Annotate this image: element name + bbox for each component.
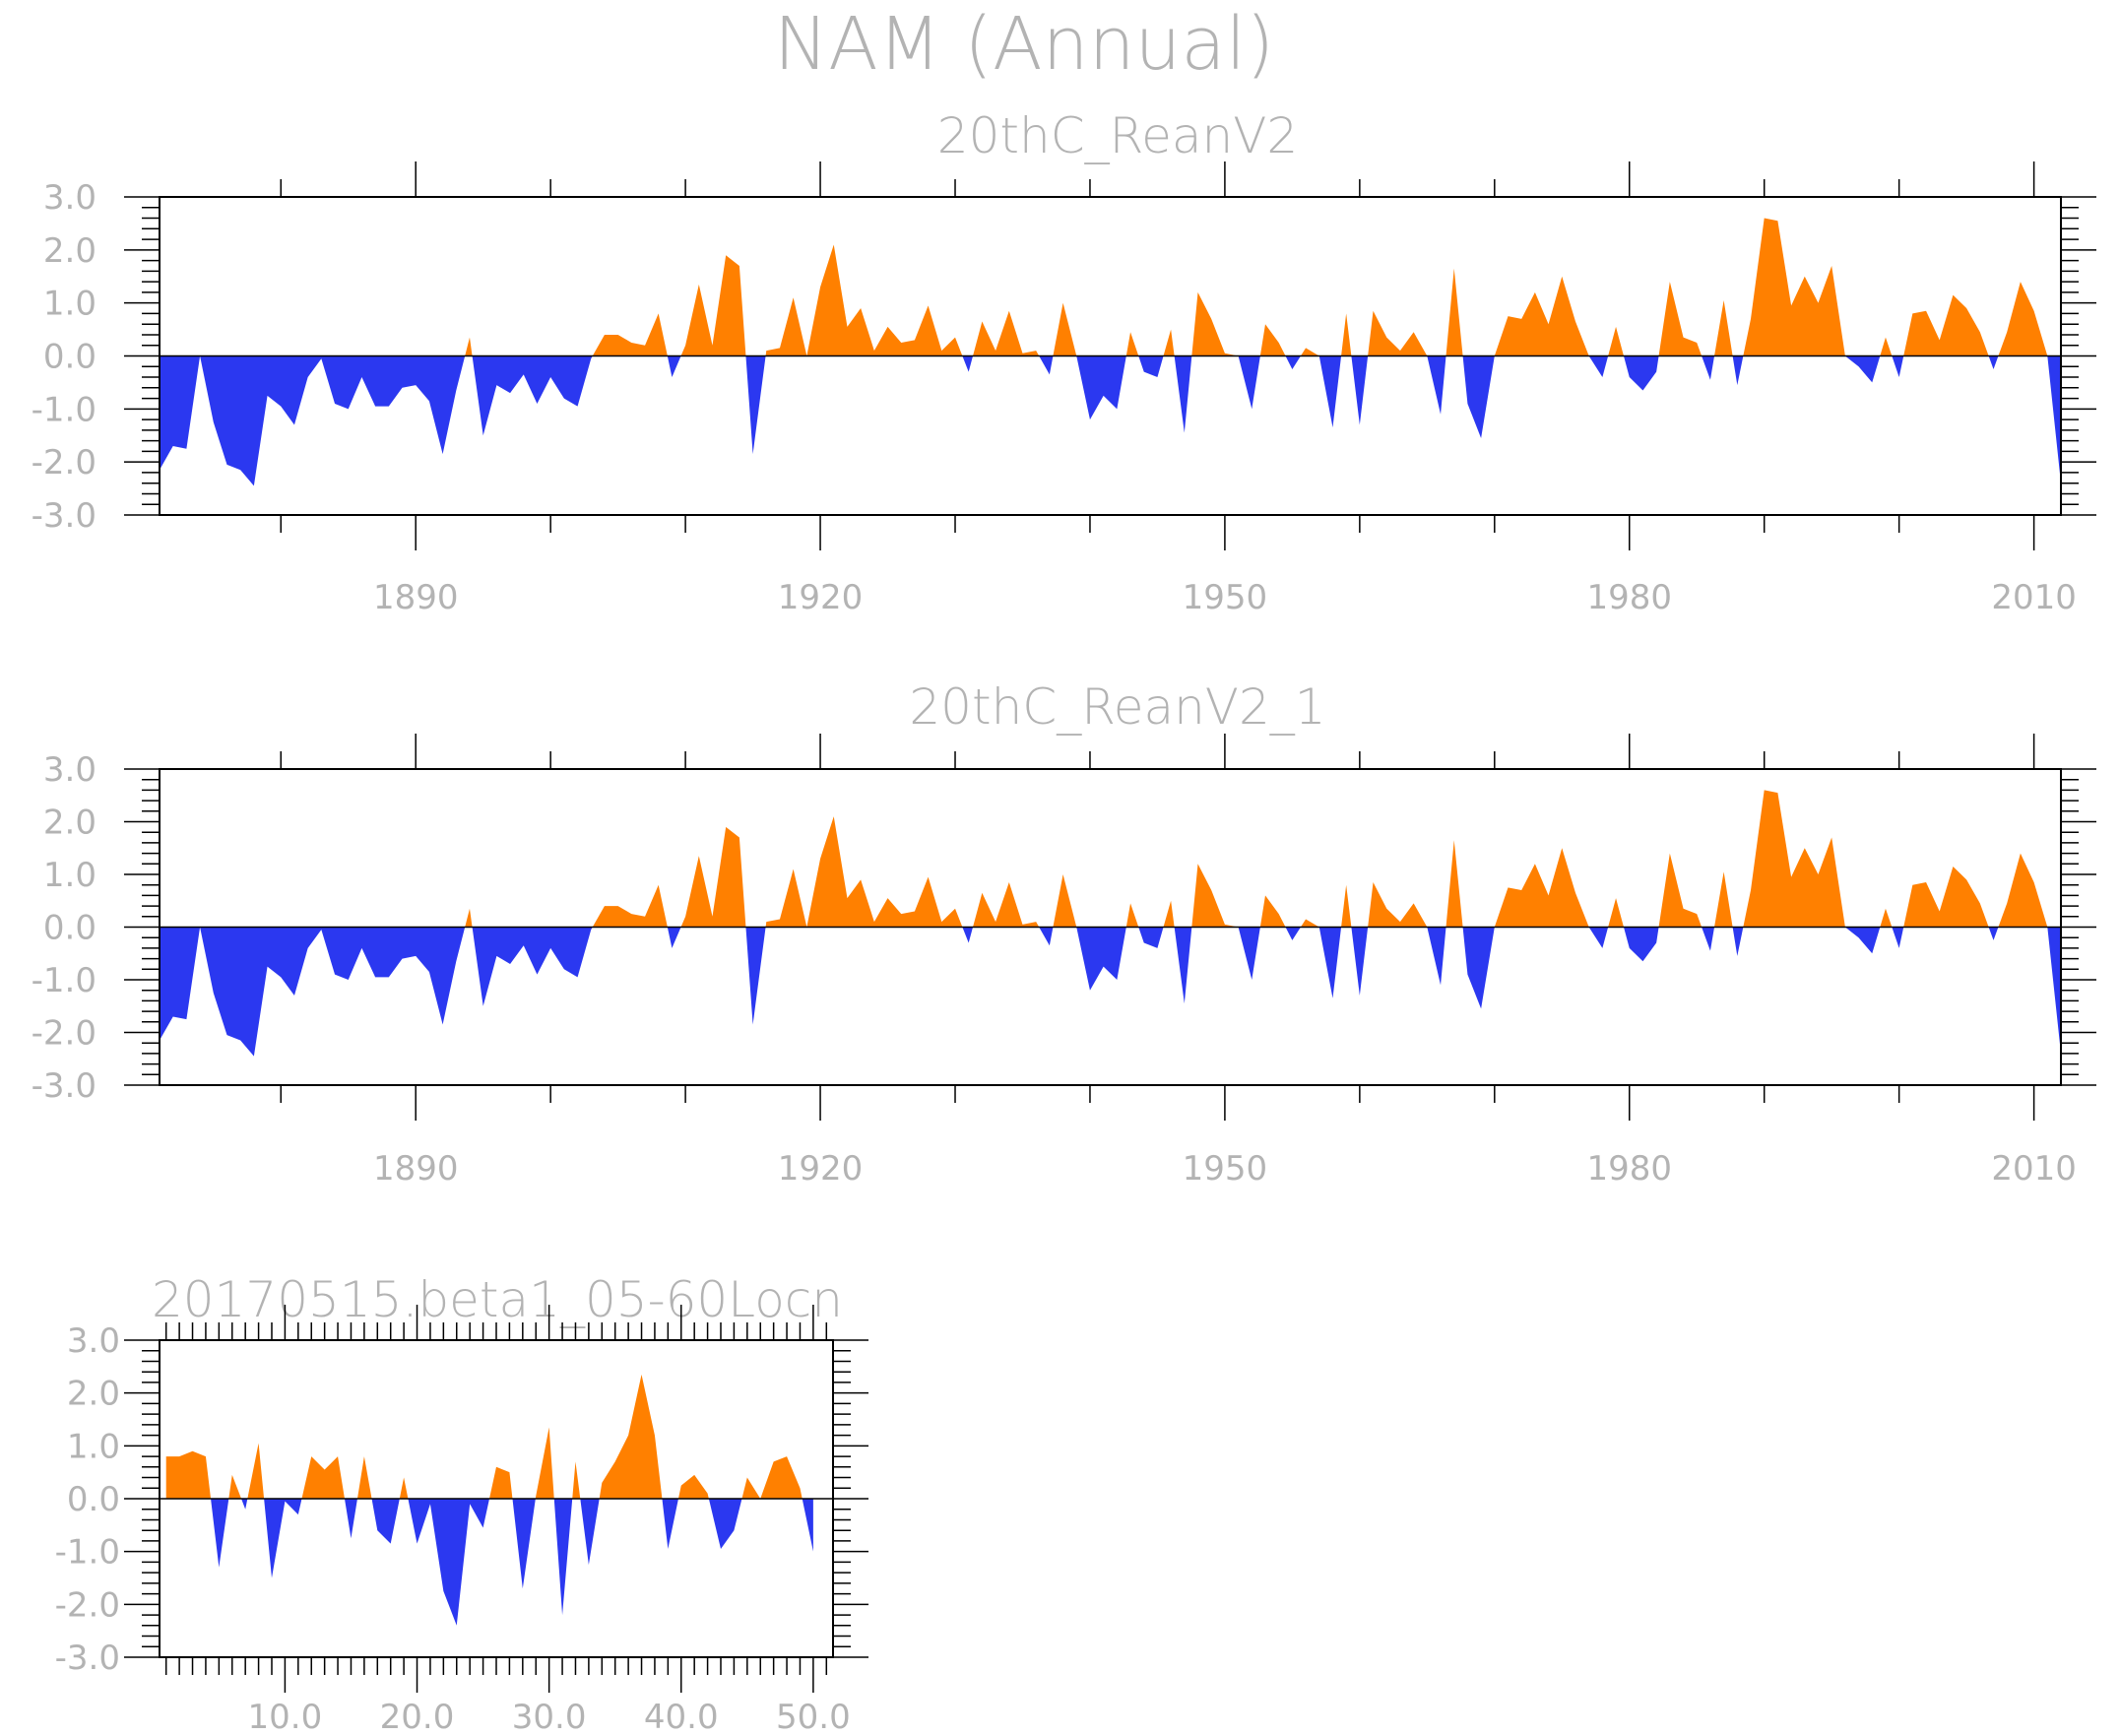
series-area-positive [160, 790, 2061, 928]
x-tick-label: 2010 [1991, 1149, 2077, 1189]
series-area-negative [160, 355, 2061, 486]
x-tick-label: 1890 [373, 1149, 459, 1189]
x-tick-label: 1920 [778, 578, 864, 617]
x-tick-label: 50.0 [776, 1698, 851, 1736]
panel-title: 20170515.beta1_05-60Locn [152, 1271, 843, 1328]
x-tick-label: 1920 [778, 1149, 864, 1189]
y-tick-label: 2.0 [43, 231, 96, 271]
panel-title: 20thC_ReanV2 [937, 107, 1298, 164]
y-tick-label: -3.0 [55, 1639, 120, 1678]
x-tick-label: 1980 [1586, 1149, 1672, 1189]
x-tick-label: 30.0 [512, 1698, 587, 1736]
y-tick-label: 0.0 [67, 1480, 120, 1519]
y-tick-label: -1.0 [55, 1533, 120, 1573]
y-tick-label: 3.0 [43, 750, 96, 790]
y-tick-label: 2.0 [43, 804, 96, 843]
y-tick-label: 0.0 [43, 909, 96, 948]
y-tick-label: 3.0 [43, 178, 96, 218]
y-tick-label: -2.0 [32, 1014, 96, 1054]
series-area-positive [160, 218, 2061, 356]
x-tick-label: 1950 [1183, 578, 1268, 617]
y-tick-label: 1.0 [43, 285, 96, 324]
x-tick-label: 2010 [1991, 578, 2077, 617]
y-tick-label: -1.0 [32, 390, 96, 429]
figure-title: NAM (Annual) [774, 2, 1274, 87]
y-tick-label: -1.0 [32, 961, 96, 1000]
series-area-negative [165, 1499, 813, 1626]
series-area-positive [165, 1374, 813, 1499]
y-tick-label: -3.0 [32, 496, 96, 536]
series-area-negative [160, 927, 2061, 1057]
plot-area: 3.0 2.0 1.0 0.0 -1.0 -2.0 -3.0 1890 1920 1950 1980… [32, 734, 2096, 1189]
x-tick-label: 20.0 [380, 1698, 455, 1736]
panel-title: 20thC_ReanV2_1 [909, 678, 1325, 736]
y-tick-label: 2.0 [67, 1375, 120, 1414]
plot-area: 3.0 2.0 1.0 0.0 -1.0 -2.0 -3.0 10.0 20.0 30.0 40.0… [55, 1305, 868, 1736]
x-tick-label: 1890 [373, 578, 459, 617]
chart-panel-20thc-reanv2-1: 20thC_ReanV2_1 3.0 2.0 1.0 0.0 -1.0 -2.0 -3.0 1… [32, 678, 2096, 1189]
y-tick-label: 0.0 [43, 338, 96, 377]
chart-panel-beta1-locn: 20170515.beta1_05-60Locn 3.0 2.0 1.0 0.0 -1.… [55, 1271, 868, 1736]
y-tick-label: -3.0 [32, 1066, 96, 1106]
y-tick-label: -2.0 [32, 443, 96, 482]
x-tick-label: 40.0 [644, 1698, 719, 1736]
x-tick-label: 1980 [1586, 578, 1672, 617]
plot-area: 3.0 2.0 1.0 0.0 -1.0 -2.0 -3.0 1890 1920 1950 1980… [32, 161, 2096, 617]
y-tick-label: 1.0 [43, 856, 96, 895]
chart-panel-20thc-reanv2: 20thC_ReanV2 3.0 2.0 1.0 0.0 -1.0 -2.0 -3.0 189… [32, 107, 2096, 617]
x-tick-label: 10.0 [248, 1698, 323, 1736]
y-tick-label: 3.0 [67, 1321, 120, 1361]
x-tick-label: 1950 [1183, 1149, 1268, 1189]
y-tick-label: -2.0 [55, 1585, 120, 1625]
y-tick-label: 1.0 [67, 1427, 120, 1466]
